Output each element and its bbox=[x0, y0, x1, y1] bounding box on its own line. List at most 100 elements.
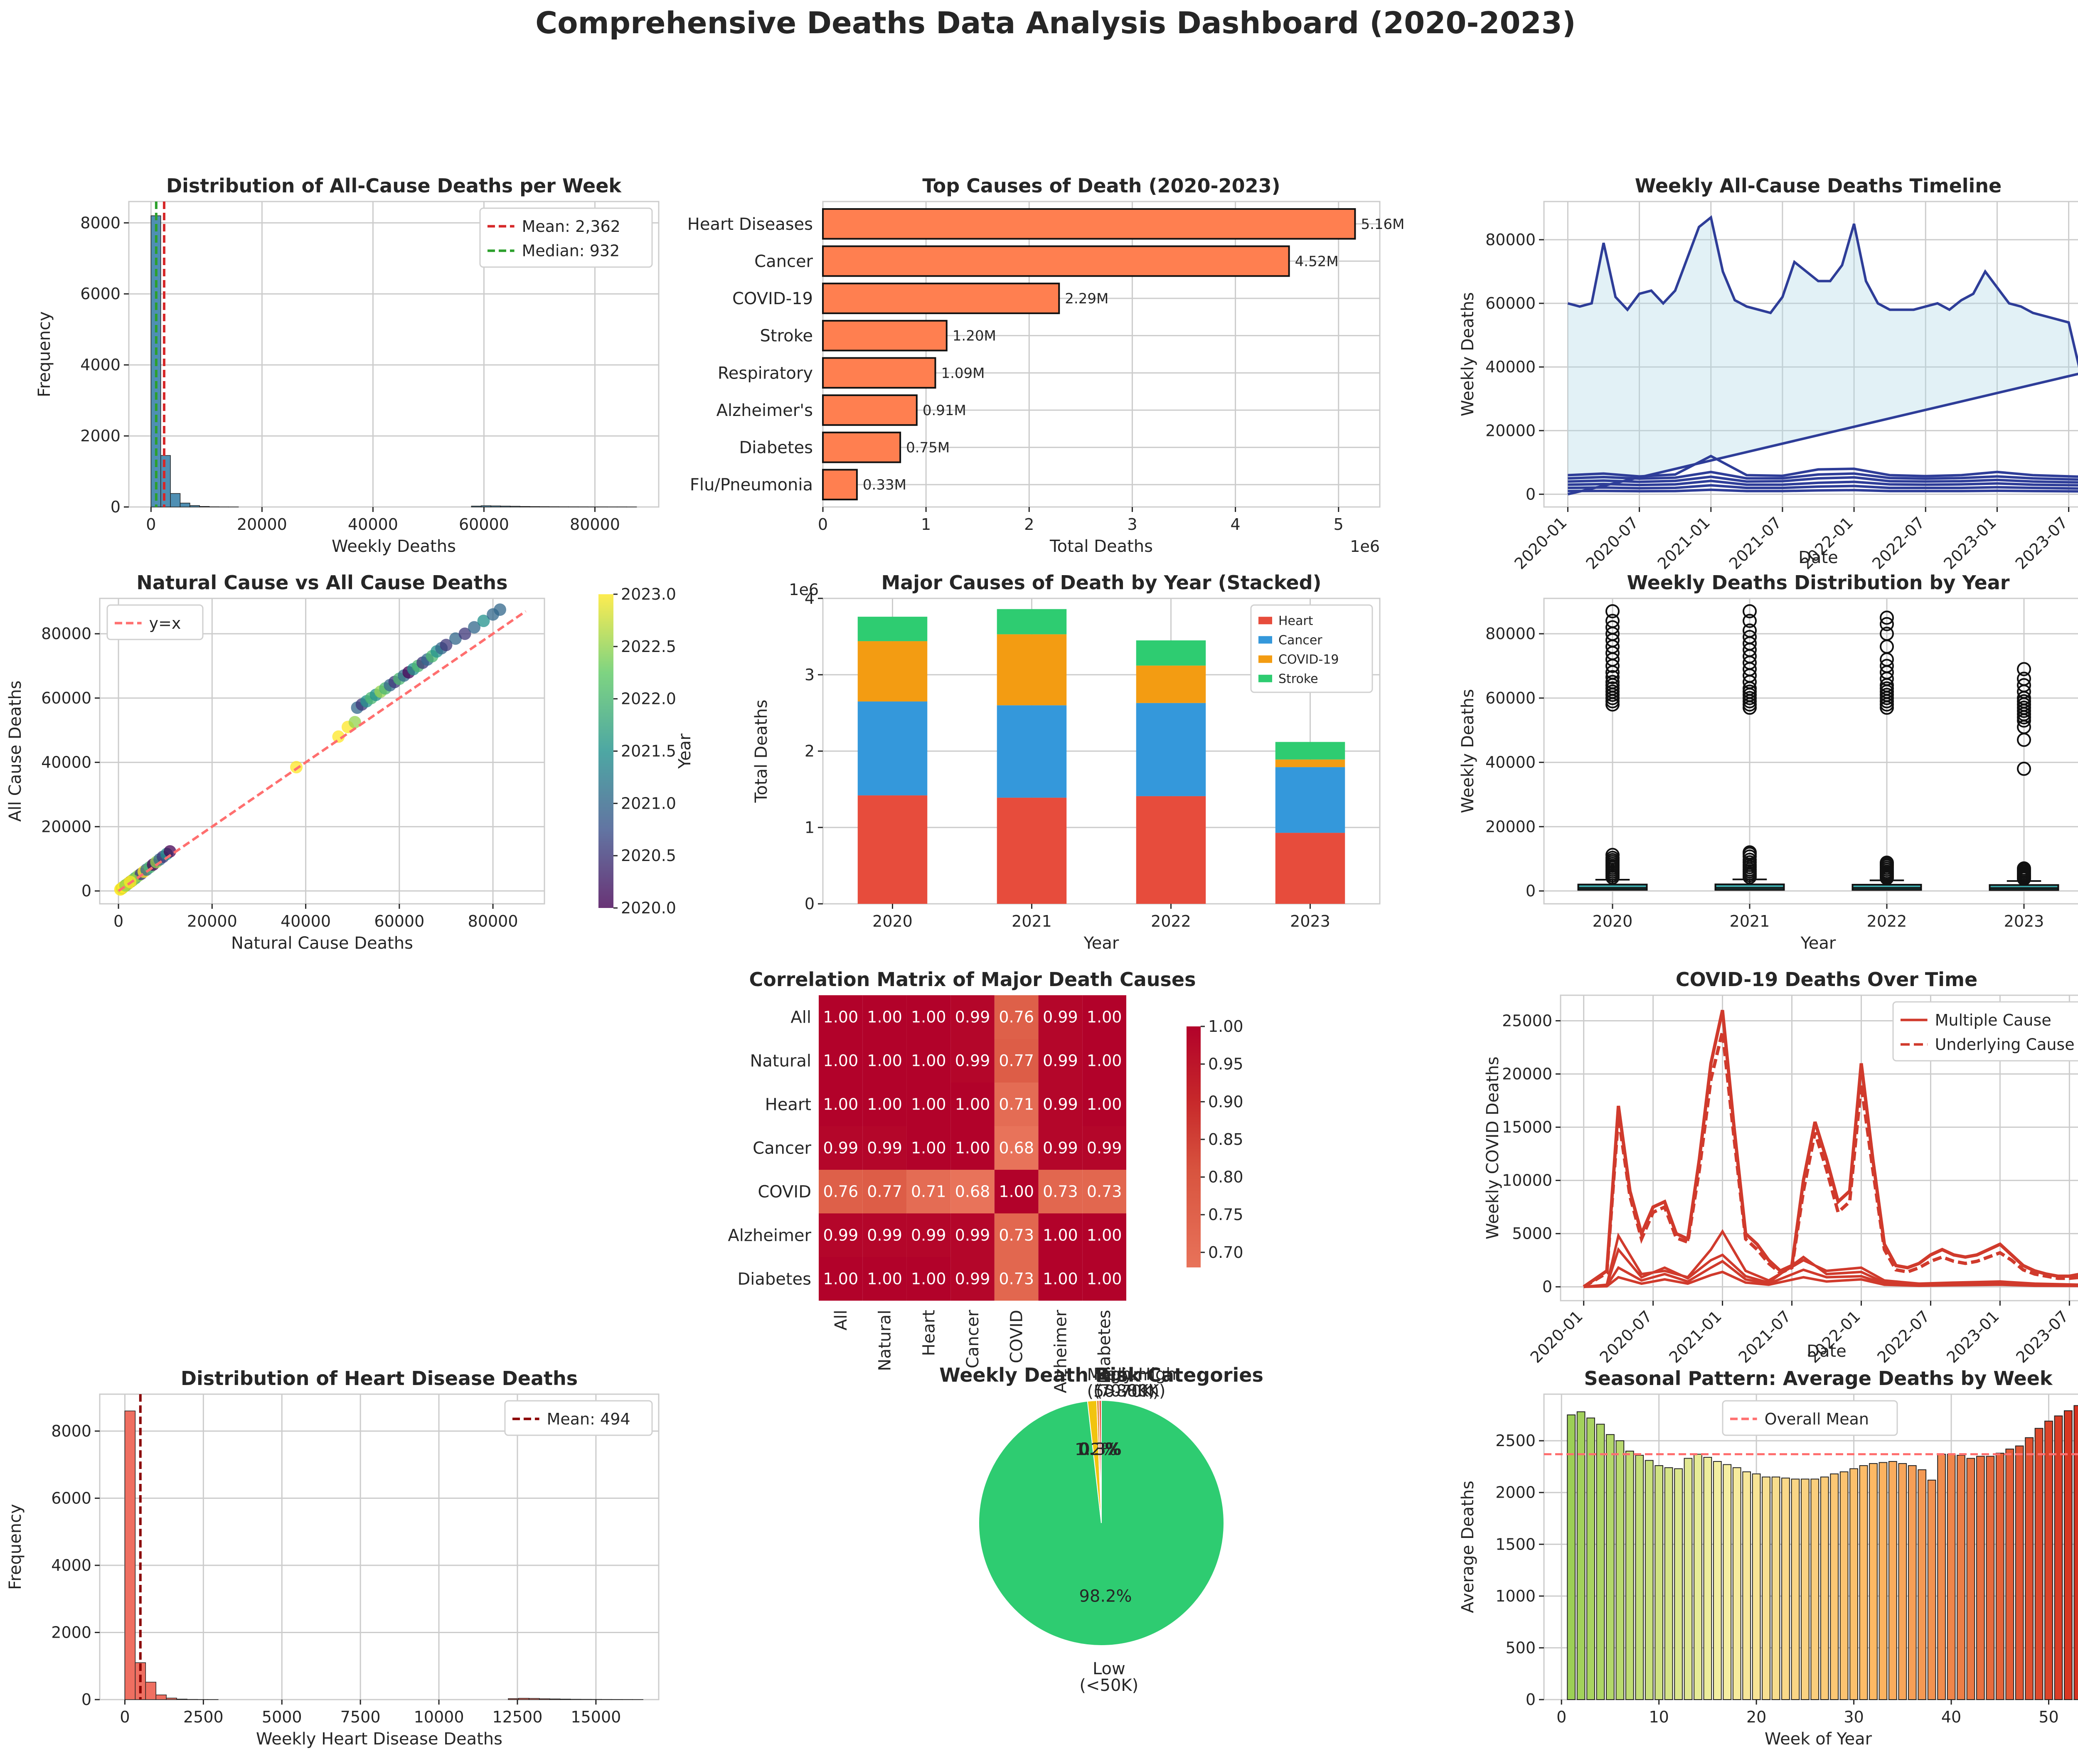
corr-matrix-col-label: Heart bbox=[919, 1310, 938, 1356]
hist-heart-bar bbox=[539, 1698, 550, 1700]
risk-pie-slice-label-line: (>80K) bbox=[1096, 1382, 1155, 1401]
scatter-natural-xtick-label: 20000 bbox=[187, 912, 237, 930]
hist-all-bar bbox=[160, 455, 171, 507]
corr-matrix-cell-value: 1.00 bbox=[1087, 1008, 1122, 1026]
scatter-natural-colorbar-tick-label: 2021.0 bbox=[621, 794, 676, 812]
corr-matrix-cell bbox=[819, 995, 863, 1039]
corr-matrix-cell bbox=[994, 1126, 1039, 1170]
corr-matrix-cell bbox=[862, 1257, 907, 1301]
box-year-xtick-label: 2022 bbox=[1867, 912, 1907, 930]
covid-timeline-legend-label: Underlying Cause bbox=[1935, 1036, 2075, 1054]
hist-heart-xtick-label: 2500 bbox=[183, 1708, 224, 1726]
hist-heart-bar bbox=[176, 1699, 187, 1700]
covid-timeline-ylabel: Weekly COVID Deaths bbox=[1483, 1056, 1502, 1239]
scatter-natural-xtick-label: 80000 bbox=[468, 912, 518, 930]
box-year-outlier bbox=[1605, 614, 1620, 628]
box-year-outlier bbox=[2017, 861, 2031, 876]
corr-matrix-colorbar-tick-label: 0.75 bbox=[1208, 1206, 1243, 1224]
box-year-xlabel: Year bbox=[1800, 934, 1836, 953]
risk-pie-slice-label: Low (<50K) bbox=[1079, 1659, 1138, 1695]
seasonal-ytick-label: 2500 bbox=[1495, 1432, 1536, 1450]
corr-matrix-cell bbox=[1038, 1213, 1083, 1257]
corr-matrix-row-label: Diabetes bbox=[737, 1270, 811, 1289]
stacked-year-bar-segment bbox=[857, 617, 928, 641]
covid-timeline-panel: COVID-19 Deaths Over Time 0 5000 10000 15000… bbox=[1483, 968, 2078, 1367]
covid-timeline-xtick-label: 2022-07 bbox=[1874, 1307, 1933, 1366]
top-causes-xtick-label: 0 bbox=[818, 515, 828, 534]
corr-matrix-cell bbox=[1038, 1170, 1083, 1213]
covid-timeline-xtick-label: 2021-01 bbox=[1666, 1307, 1725, 1366]
corr-matrix-cell bbox=[819, 1039, 863, 1083]
top-causes-value-label: 1.09M bbox=[941, 365, 985, 381]
covid-timeline-xlabel: Date bbox=[1807, 1342, 1847, 1361]
corr-matrix-cell bbox=[906, 1170, 951, 1213]
seasonal-bar bbox=[1957, 1455, 1965, 1700]
seasonal-xtick-label: 20 bbox=[1746, 1708, 1766, 1726]
seasonal-bar bbox=[1898, 1463, 1907, 1700]
stacked-year-ytick-label: 0 bbox=[805, 895, 815, 913]
stacked-year-xtick-label: 2022 bbox=[1151, 912, 1191, 930]
covid-timeline-xtick-label: 2023-07 bbox=[2012, 1307, 2072, 1366]
timeline-all-ytick-label: 40000 bbox=[1485, 358, 1536, 376]
timeline-all-series-line bbox=[1568, 475, 2078, 484]
scatter-natural-legend-label: y=x bbox=[149, 614, 181, 632]
stacked-year-bar-segment bbox=[857, 795, 928, 904]
timeline-all-ytick-label: 0 bbox=[1526, 485, 1536, 503]
box-year-ylabel: Weekly Deaths bbox=[1458, 689, 1477, 813]
top-causes-bar bbox=[822, 283, 1060, 314]
hist-all-bar bbox=[471, 506, 482, 507]
scatter-natural-point bbox=[449, 632, 462, 645]
top-causes-bar bbox=[822, 320, 948, 352]
stacked-year-ytick-label: 3 bbox=[805, 666, 815, 684]
box-year-plot-area bbox=[1543, 598, 2078, 905]
top-causes-value-label: 1.20M bbox=[953, 328, 996, 344]
corr-matrix-cell-value: 0.99 bbox=[1043, 1008, 1078, 1026]
corr-matrix-cell bbox=[862, 1039, 907, 1083]
scatter-natural-ytick-label: 20000 bbox=[41, 817, 91, 836]
corr-matrix-cell-value: 0.71 bbox=[999, 1095, 1034, 1114]
top-causes-value-label: 4.52M bbox=[1295, 253, 1339, 270]
box-year-outlier bbox=[1605, 620, 1620, 635]
seasonal-xtick-label: 40 bbox=[1941, 1708, 1961, 1726]
box-year-outlier bbox=[1743, 614, 1757, 628]
covid-timeline-series-line bbox=[1583, 1229, 2078, 1288]
hist-heart-bar bbox=[570, 1699, 581, 1700]
stacked-year-bar-segment bbox=[857, 701, 928, 796]
corr-matrix-cell bbox=[1082, 1213, 1126, 1257]
box-year-outlier bbox=[1880, 627, 1894, 641]
corr-matrix-cell bbox=[906, 1213, 951, 1257]
covid-timeline-legend-label: Multiple Cause bbox=[1935, 1011, 2051, 1029]
box-year-outlier bbox=[2017, 672, 2031, 686]
hist-heart-bar bbox=[124, 1410, 136, 1700]
seasonal-bar bbox=[1937, 1454, 1946, 1700]
scatter-natural-ytick-label: 40000 bbox=[41, 753, 91, 772]
top-causes-title: Top Causes of Death (2020-2023) bbox=[922, 175, 1280, 197]
top-causes-xtick-label: 3 bbox=[1127, 515, 1137, 534]
seasonal-ylabel: Average Deaths bbox=[1458, 1481, 1477, 1613]
covid-timeline-legend bbox=[1892, 1001, 2078, 1062]
hist-heart-ytick-label: 6000 bbox=[51, 1489, 91, 1507]
corr-matrix-cell bbox=[950, 1039, 995, 1083]
corr-matrix-cell-value: 0.99 bbox=[911, 1226, 946, 1245]
box-year-outlier bbox=[1743, 623, 1757, 638]
corr-matrix-cell bbox=[862, 1083, 907, 1126]
corr-matrix-cell bbox=[1082, 995, 1126, 1039]
seasonal-bar bbox=[1684, 1458, 1693, 1700]
corr-matrix-col-label: All bbox=[832, 1310, 851, 1331]
scatter-natural-point bbox=[290, 761, 303, 774]
risk-pie-slice-label-line: (70-80K) bbox=[1093, 1382, 1166, 1401]
scatter-natural-colorbar bbox=[598, 594, 613, 908]
box-year-outlier bbox=[1605, 675, 1620, 689]
timeline-all-series-line bbox=[1568, 470, 2078, 481]
stacked-year-xtick-label: 2021 bbox=[1012, 912, 1052, 930]
box-year-panel: Weekly Deaths Distribution by Year 0 20000… bbox=[1458, 571, 2078, 953]
seasonal-bar bbox=[1830, 1473, 1839, 1700]
stacked-year-legend-label: Cancer bbox=[1278, 633, 1322, 647]
stacked-year-bar-segment bbox=[1275, 742, 1345, 760]
hist-all-bar bbox=[180, 502, 190, 507]
seasonal-bar bbox=[1576, 1411, 1586, 1700]
seasonal-bar bbox=[1869, 1463, 1878, 1700]
corr-matrix-cell bbox=[906, 1083, 951, 1126]
top-causes-xtick-label: 2 bbox=[1024, 515, 1034, 534]
corr-matrix-cell bbox=[862, 1170, 907, 1213]
